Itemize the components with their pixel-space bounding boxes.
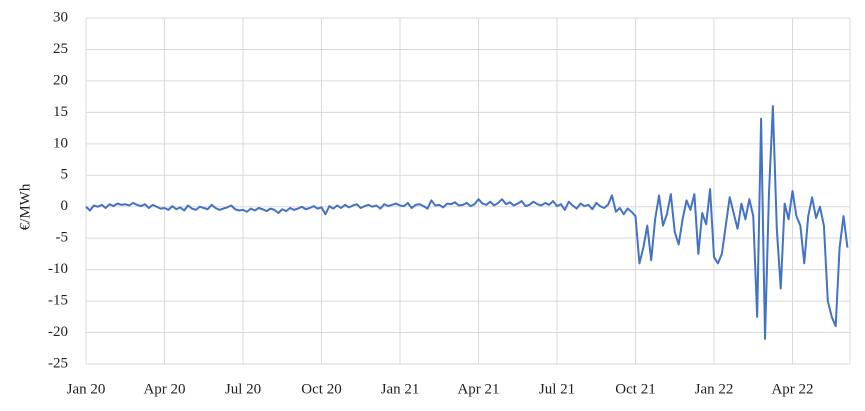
x-tick-label: Jul 20 (225, 381, 261, 397)
y-tick-label: -25 (48, 355, 68, 371)
y-tick-label: -20 (48, 324, 68, 340)
y-tick-label: -5 (56, 230, 69, 246)
x-tick-label: Jul 21 (539, 381, 575, 397)
x-tick-label: Jan 22 (695, 381, 734, 397)
x-tick-label: Jan 20 (67, 381, 106, 397)
y-tick-label: 5 (61, 167, 69, 183)
y-tick-label: -15 (48, 293, 68, 309)
y-tick-label: -10 (48, 261, 68, 277)
y-tick-label: 20 (53, 72, 68, 88)
y-tick-label: 0 (61, 198, 69, 214)
data-line (85, 105, 849, 340)
x-tick-label: Apr 21 (457, 381, 499, 397)
x-tick-label: Oct 21 (615, 381, 655, 397)
x-tick-label: Apr 22 (771, 381, 813, 397)
y-tick-label: 25 (53, 41, 68, 57)
y-tick-label: 15 (53, 104, 68, 120)
y-tick-label: 30 (53, 9, 68, 25)
y-tick-label: 10 (53, 135, 68, 151)
x-tick-label: Oct 20 (301, 381, 341, 397)
y-axis-label: €/MWh (17, 183, 33, 230)
x-tick-label: Apr 20 (143, 381, 185, 397)
x-tick-label: Jan 21 (381, 381, 420, 397)
